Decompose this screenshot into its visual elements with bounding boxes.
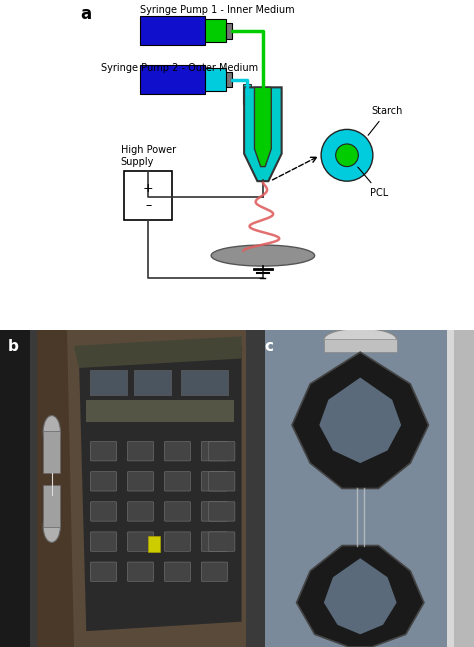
Text: Syringe Pump 1 - Inner Medium: Syringe Pump 1 - Inner Medium [140, 5, 294, 15]
Text: PCL: PCL [358, 167, 389, 197]
Ellipse shape [336, 144, 358, 166]
Text: Syringe Pump 2 - Outer Medium: Syringe Pump 2 - Outer Medium [101, 63, 258, 73]
FancyBboxPatch shape [90, 369, 127, 395]
FancyBboxPatch shape [140, 16, 205, 45]
FancyBboxPatch shape [128, 562, 154, 582]
FancyBboxPatch shape [91, 532, 117, 551]
FancyBboxPatch shape [140, 65, 205, 94]
FancyBboxPatch shape [226, 72, 232, 87]
FancyBboxPatch shape [201, 441, 228, 461]
Polygon shape [297, 545, 424, 647]
FancyBboxPatch shape [205, 68, 226, 91]
FancyBboxPatch shape [246, 330, 264, 647]
FancyBboxPatch shape [201, 472, 228, 491]
Text: a: a [80, 5, 91, 23]
Polygon shape [319, 378, 401, 463]
Polygon shape [66, 330, 246, 647]
FancyBboxPatch shape [0, 330, 35, 647]
FancyBboxPatch shape [91, 562, 117, 582]
FancyBboxPatch shape [91, 472, 117, 491]
FancyBboxPatch shape [128, 441, 154, 461]
Polygon shape [244, 87, 282, 181]
Text: High Power
Supply: High Power Supply [120, 145, 176, 166]
Polygon shape [324, 558, 397, 634]
FancyBboxPatch shape [91, 441, 117, 461]
Ellipse shape [43, 510, 60, 542]
Text: +: + [143, 182, 154, 195]
FancyBboxPatch shape [29, 330, 37, 647]
FancyBboxPatch shape [134, 369, 171, 395]
Ellipse shape [43, 415, 60, 447]
FancyBboxPatch shape [181, 369, 228, 395]
Text: b: b [8, 340, 18, 355]
FancyBboxPatch shape [164, 472, 191, 491]
FancyBboxPatch shape [128, 502, 154, 521]
FancyBboxPatch shape [148, 536, 160, 552]
Text: Starch: Starch [368, 107, 402, 135]
FancyBboxPatch shape [164, 562, 191, 582]
FancyBboxPatch shape [128, 532, 154, 551]
FancyBboxPatch shape [201, 562, 228, 582]
FancyBboxPatch shape [164, 532, 191, 551]
FancyBboxPatch shape [0, 330, 246, 647]
FancyBboxPatch shape [324, 340, 397, 352]
Polygon shape [79, 345, 242, 631]
FancyBboxPatch shape [91, 502, 117, 521]
FancyBboxPatch shape [209, 532, 235, 551]
FancyBboxPatch shape [226, 23, 232, 39]
Text: –: – [145, 199, 151, 212]
FancyBboxPatch shape [128, 472, 154, 491]
Ellipse shape [321, 129, 373, 181]
FancyBboxPatch shape [164, 441, 191, 461]
Ellipse shape [324, 329, 397, 351]
FancyBboxPatch shape [243, 84, 251, 104]
FancyBboxPatch shape [43, 485, 60, 527]
FancyBboxPatch shape [447, 330, 474, 647]
Polygon shape [292, 352, 428, 488]
Polygon shape [74, 336, 242, 368]
FancyBboxPatch shape [201, 502, 228, 521]
Ellipse shape [211, 245, 315, 266]
Text: c: c [264, 340, 273, 355]
FancyBboxPatch shape [205, 19, 226, 42]
FancyBboxPatch shape [201, 532, 228, 551]
Polygon shape [255, 87, 271, 166]
FancyBboxPatch shape [209, 502, 235, 521]
FancyBboxPatch shape [209, 472, 235, 491]
FancyBboxPatch shape [164, 502, 191, 521]
FancyBboxPatch shape [86, 400, 234, 422]
FancyBboxPatch shape [124, 171, 173, 220]
FancyBboxPatch shape [43, 432, 60, 472]
FancyBboxPatch shape [209, 441, 235, 461]
FancyBboxPatch shape [246, 330, 474, 647]
FancyBboxPatch shape [447, 330, 454, 647]
